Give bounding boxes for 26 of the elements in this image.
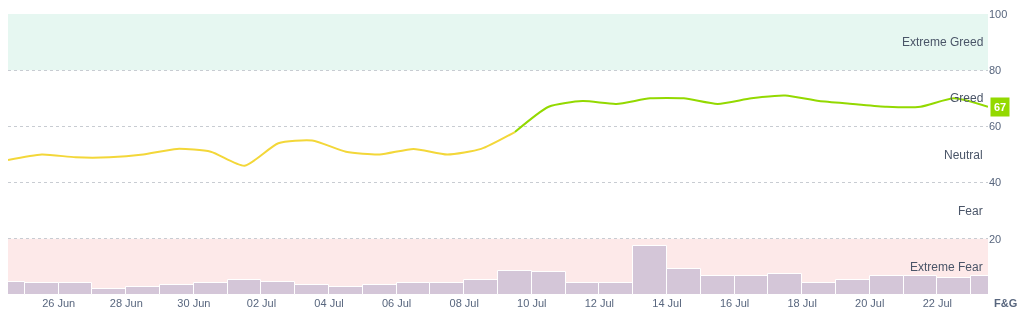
x-tick-label: 30 Jun	[177, 297, 211, 309]
annotation: Fear	[958, 204, 983, 218]
x-tick-label: 14 Jul	[652, 297, 682, 309]
x-tick-label: 16 Jul	[719, 297, 750, 309]
band-label: Extreme Fear	[910, 260, 983, 274]
line-series	[8, 131, 516, 167]
x-tick-label: 18 Jul	[787, 297, 817, 309]
x-tick-label: 22 Jul	[922, 297, 952, 309]
x-tick-label: 08 Jul	[449, 297, 479, 309]
y-axis-title: F&G	[994, 297, 1018, 309]
data-label: 67	[994, 101, 1007, 113]
x-tick-label: 10 Jul	[517, 297, 547, 309]
x-tick-label: 26 Jun	[42, 297, 76, 309]
band-label: Extreme Greed	[902, 35, 984, 49]
y-tick-label: 100	[989, 7, 1008, 20]
x-tick-label: 06 Jul	[381, 297, 412, 309]
y-tick-label: 80	[989, 64, 1002, 77]
annotation: Neutral	[944, 148, 983, 162]
y-tick-label: 20	[989, 232, 1002, 245]
x-tick-label: 04 Jul	[314, 297, 344, 309]
x-tick-label: 12 Jul	[584, 297, 615, 309]
x-tick-label: 02 Jul	[246, 297, 277, 309]
y-tick-label: 60	[989, 120, 1002, 133]
x-tick-label: 28 Jun	[109, 297, 143, 309]
x-tick-label: 20 Jul	[855, 297, 885, 309]
y-tick-label: 40	[989, 176, 1002, 189]
